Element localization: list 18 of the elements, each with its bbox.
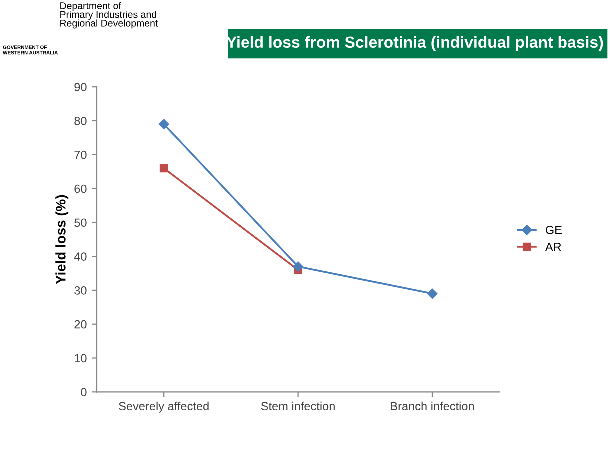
y-tick-label: 0 xyxy=(81,388,87,397)
legend-label: AR xyxy=(545,243,562,252)
y-tick-label: 50 xyxy=(74,218,87,228)
y-tick-label: 70 xyxy=(74,150,87,160)
x-tick-label: Branch infection xyxy=(391,402,474,411)
y-tick-label: 80 xyxy=(74,117,87,126)
text: Department of Primary Industries and Regional Development xyxy=(60,2,158,29)
y-tick-label: 40 xyxy=(74,252,87,261)
y-tick-label: 90 xyxy=(74,83,87,92)
y-tick-label: 20 xyxy=(74,320,87,329)
y-tick-label: 10 xyxy=(75,354,87,363)
x-tick-label: Severely affected xyxy=(119,402,209,413)
y-tick-label: 60 xyxy=(74,184,87,194)
y-tick-label: 30 xyxy=(74,286,87,295)
x-tick-label: Stem infection xyxy=(261,402,335,411)
chart-title: Yield loss from Sclerotinia (individual plant basis) xyxy=(226,36,604,52)
legend-label: GE xyxy=(546,226,562,234)
y-axis-title: Yield loss (%) xyxy=(56,195,69,284)
